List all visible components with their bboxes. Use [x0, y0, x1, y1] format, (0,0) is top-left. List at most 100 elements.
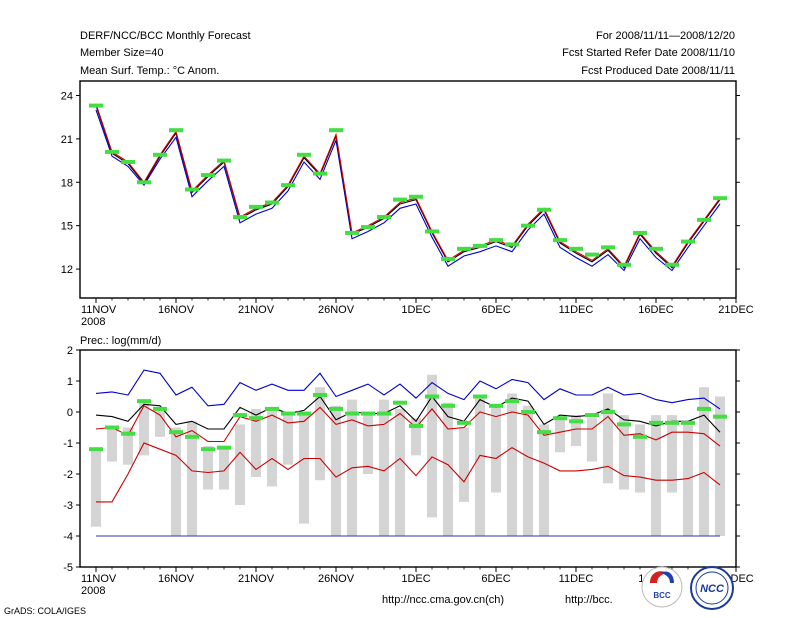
forecast-marker — [169, 128, 183, 133]
y-tick-label: 21 — [61, 134, 73, 146]
header-start-date: Fcst Started Refer Date 2008/11/10 — [562, 47, 735, 59]
forecast-marker — [169, 430, 183, 435]
forecast-marker — [249, 416, 263, 421]
bcc-logo: BCC — [641, 566, 683, 608]
footer: GrADS: COLA/IGES http://ncc.cma.gov.cn(c… — [4, 566, 734, 616]
spread-box — [155, 408, 165, 437]
forecast-marker — [649, 246, 663, 251]
plot-frame — [79, 80, 737, 299]
grads-credit: GrADS: COLA/IGES — [4, 606, 86, 616]
forecast-marker — [601, 245, 615, 250]
y-tick-label: -1 — [63, 438, 73, 450]
forecast-marker — [393, 400, 407, 405]
forecast-marker — [217, 445, 231, 450]
forecast-marker — [281, 183, 295, 188]
spread-box — [619, 415, 629, 490]
header-member-size: Member Size=40 — [80, 47, 163, 59]
spread-box — [667, 415, 677, 493]
forecast-marker — [489, 403, 503, 408]
series-line-upper — [95, 369, 721, 410]
forecast-marker — [121, 160, 135, 165]
forecast-marker — [665, 420, 679, 425]
forecast-marker — [313, 171, 327, 176]
forecast-marker — [281, 411, 295, 416]
spread-box — [283, 415, 293, 465]
year-label: 2008 — [81, 316, 105, 328]
y-tick-label: 2 — [67, 345, 73, 357]
plot-frame — [79, 349, 737, 568]
forecast-marker — [585, 252, 599, 257]
spread-box — [91, 449, 101, 527]
header-variable: Mean Surf. Temp.: °C Anom. — [80, 65, 219, 77]
x-tick-label: 26NOV — [318, 304, 355, 316]
bcc-logo-swirl-blue — [661, 571, 674, 583]
y-tick-label: 18 — [61, 177, 73, 189]
forecast-marker — [473, 394, 487, 399]
header: DERF/NCC/BCC Monthly Forecast Member Siz… — [80, 30, 735, 77]
spread-box — [123, 427, 133, 465]
spread-box — [555, 418, 565, 453]
forecast-marker — [329, 406, 343, 411]
series-line-lower — [95, 103, 721, 268]
forecast-marker — [361, 411, 375, 416]
x-tick-label: 11DEC — [559, 573, 594, 585]
spread-box — [395, 408, 405, 536]
forecast-marker — [185, 434, 199, 439]
forecast-marker — [265, 200, 279, 205]
bcc-url[interactable]: http://bcc. — [565, 594, 613, 606]
header-period: For 2008/11/11—2008/12/20 — [596, 30, 735, 42]
forecast-marker — [521, 410, 535, 414]
spread-box — [651, 415, 661, 536]
forecast-marker — [537, 430, 551, 435]
x-tick-label: 16NOV — [158, 573, 195, 585]
spread-box — [379, 399, 389, 536]
forecast-marker — [569, 246, 583, 251]
forecast-marker — [601, 410, 615, 414]
spread-box — [571, 415, 581, 447]
forecast-marker — [153, 152, 167, 157]
spread-box — [459, 427, 469, 502]
forecast-marker — [89, 103, 103, 108]
y-tick-label: -5 — [63, 562, 73, 574]
y-tick-label: -2 — [63, 469, 73, 481]
forecast-marker — [633, 434, 647, 439]
forecast-marker — [633, 230, 647, 235]
forecast-marker — [137, 399, 151, 404]
bcc-logo-text: BCC — [653, 591, 671, 600]
forecast-marker — [201, 173, 215, 178]
spread-box — [251, 408, 261, 478]
forecast-marker — [569, 419, 583, 424]
x-tick-label: 6DEC — [481, 304, 510, 316]
forecast-marker — [105, 425, 119, 430]
y-tick-label: 12 — [61, 264, 73, 276]
forecast-marker — [233, 214, 247, 219]
forecast-marker — [441, 403, 455, 408]
forecast-marker — [409, 423, 423, 428]
forecast-marker — [457, 246, 471, 251]
spread-box — [299, 412, 309, 524]
forecast-marker — [361, 225, 375, 230]
x-tick-label: 1DEC — [401, 573, 430, 585]
y-tick-label: 24 — [61, 90, 73, 102]
year-label: 2008 — [81, 585, 105, 597]
spread-box — [315, 387, 325, 481]
y-tick-label: -3 — [63, 500, 73, 512]
spread-box — [523, 405, 533, 536]
forecast-marker — [297, 411, 311, 416]
forecast-marker — [505, 242, 519, 247]
forecast-marker — [665, 262, 679, 267]
spread-box — [587, 418, 597, 462]
ncc-logo-text: NCC — [700, 583, 725, 595]
forecast-marker — [697, 217, 711, 222]
spread-box — [715, 396, 725, 536]
spread-box — [203, 446, 213, 490]
header-title: DERF/NCC/BCC Monthly Forecast — [80, 30, 251, 42]
forecast-marker — [585, 413, 599, 418]
forecast-marker — [393, 197, 407, 202]
spread-box — [635, 424, 645, 493]
spread-box — [475, 396, 485, 536]
ncc-url[interactable]: http://ncc.cma.gov.cn(ch) — [382, 594, 504, 606]
spread-box — [427, 374, 437, 518]
spread-box — [443, 402, 453, 536]
